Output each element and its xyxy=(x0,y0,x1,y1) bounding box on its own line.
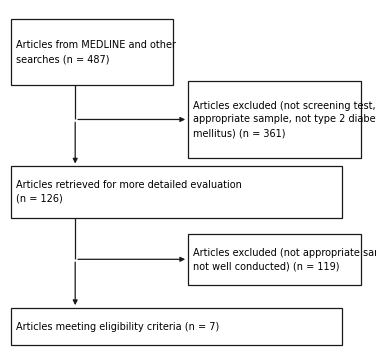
Bar xyxy=(188,81,361,158)
Text: Articles excluded (not screening test, not
appropriate sample, not type 2 diabet: Articles excluded (not screening test, n… xyxy=(193,101,376,138)
Text: Articles from MEDLINE and other
searches (n = 487): Articles from MEDLINE and other searches… xyxy=(16,40,176,64)
Text: Articles meeting eligibility criteria (n = 7): Articles meeting eligibility criteria (n… xyxy=(16,321,219,332)
Bar xyxy=(11,166,342,218)
Text: Articles excluded (not appropriate sample,
not well conducted) (n = 119): Articles excluded (not appropriate sampl… xyxy=(193,247,376,271)
Bar xyxy=(11,19,173,85)
Bar xyxy=(11,308,342,345)
Bar xyxy=(188,234,361,285)
Text: Articles retrieved for more detailed evaluation
(n = 126): Articles retrieved for more detailed eva… xyxy=(16,180,242,204)
